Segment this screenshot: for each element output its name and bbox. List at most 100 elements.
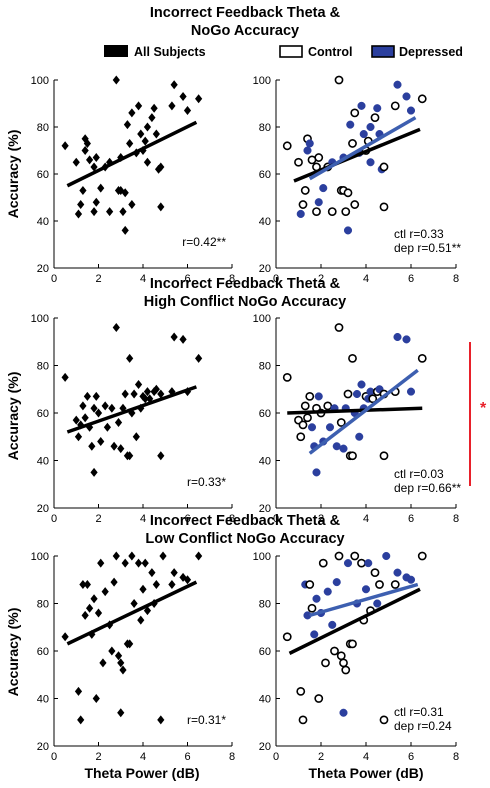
data-point-control: [390, 101, 400, 111]
data-point-control: [339, 658, 348, 668]
regression-line-depressed: [308, 116, 417, 181]
data-point-all: [134, 380, 143, 389]
x-axis-label-left: Theta Power (dB): [84, 765, 199, 781]
data-point-control: [305, 391, 315, 401]
data-point-all: [170, 568, 178, 578]
data-point-depressed: [305, 139, 314, 148]
x-tick-label: 0: [273, 751, 279, 763]
y-tick-label: 100: [253, 551, 271, 563]
x-tick-label: 8: [229, 751, 235, 763]
data-point-depressed: [406, 106, 416, 115]
title-row-2-line-1: Incorrect Feedback Theta &: [150, 276, 341, 292]
data-point-control: [375, 580, 384, 589]
x-tick-label: 4: [363, 751, 369, 763]
data-point-all: [101, 587, 109, 597]
data-point-all: [121, 225, 129, 235]
data-point-all: [112, 323, 120, 332]
data-point-all: [126, 639, 134, 649]
data-point-depressed: [332, 578, 341, 587]
y-tick-label: 80: [37, 122, 49, 134]
data-point-control: [296, 432, 306, 442]
regression-line-control: [287, 406, 423, 415]
data-point-all: [90, 594, 98, 604]
y-tick-label: 20: [37, 503, 49, 515]
data-point-depressed: [364, 559, 373, 568]
data-point-all: [195, 551, 203, 561]
data-point-control: [390, 580, 400, 589]
data-point-depressed: [382, 551, 391, 561]
stat-all: r=0.42**: [182, 235, 226, 249]
data-point-depressed: [357, 101, 366, 110]
data-point-control: [350, 108, 360, 118]
data-point-control: [341, 665, 351, 675]
data-point-depressed: [373, 104, 382, 113]
data-point-control: [336, 418, 346, 427]
data-point-all: [97, 558, 105, 568]
data-point-all: [148, 113, 156, 123]
data-point-control: [348, 639, 357, 649]
x-tick-label: 6: [184, 513, 190, 525]
x-tick-label: 6: [184, 273, 190, 285]
data-point-all: [77, 715, 85, 725]
data-point-control: [334, 75, 344, 85]
data-point-all: [99, 658, 107, 668]
data-point-all: [119, 665, 127, 675]
y-tick-label: 80: [259, 599, 271, 611]
data-point-all: [152, 580, 160, 589]
data-point-control: [357, 558, 366, 568]
data-point-all: [143, 387, 152, 397]
data-point-all: [74, 432, 83, 442]
data-point-depressed: [319, 184, 328, 193]
data-point-depressed: [393, 568, 402, 577]
x-tick-label: 2: [95, 751, 101, 763]
x-tick-label: 6: [184, 751, 190, 763]
data-point-all: [114, 418, 123, 427]
data-point-depressed: [355, 432, 364, 441]
data-point-all: [119, 207, 127, 217]
data-point-depressed: [402, 335, 411, 344]
data-point-depressed: [393, 332, 402, 342]
data-point-all: [159, 551, 167, 561]
stat-control: ctl r=0.33: [394, 227, 444, 241]
data-point-all: [108, 403, 116, 413]
data-point-control: [379, 202, 389, 212]
data-point-depressed: [346, 120, 355, 129]
data-point-all: [117, 658, 125, 668]
x-tick-label: 6: [408, 513, 414, 525]
y-tick-label: 60: [37, 169, 49, 181]
legend-swatch-depressed: [371, 45, 395, 58]
data-point-depressed: [303, 146, 312, 155]
data-point-all: [79, 580, 87, 589]
title-row-2-line-2: High Conflict NoGo Accuracy: [144, 294, 346, 310]
data-point-control: [298, 715, 308, 725]
x-tick-label: 0: [51, 273, 57, 285]
data-point-all: [137, 615, 145, 625]
data-point-control: [341, 207, 351, 216]
data-point-depressed: [314, 198, 323, 207]
panel-row-2-all: 20 40 60 80 100 0 2 4 6 8 r=0.33*: [31, 313, 235, 525]
data-point-all: [152, 129, 160, 139]
y-tick-label: 60: [37, 646, 49, 658]
regression-line-all: [66, 580, 198, 646]
x-tick-label: 6: [408, 273, 414, 285]
y-tick-label: 80: [37, 361, 49, 373]
data-point-all: [134, 101, 143, 111]
data-point-all: [110, 441, 118, 451]
data-point-depressed: [402, 92, 411, 101]
data-point-all: [83, 391, 91, 401]
x-tick-label: 4: [363, 273, 369, 285]
x-tick-label: 8: [229, 273, 235, 285]
y-tick-label: 80: [37, 599, 49, 611]
data-point-depressed: [296, 209, 305, 218]
data-point-all: [81, 413, 89, 423]
data-point-depressed: [357, 380, 366, 389]
data-point-control: [300, 186, 310, 195]
data-point-all: [101, 401, 109, 411]
data-point-all: [97, 183, 105, 193]
data-point-depressed: [373, 599, 382, 608]
data-point-all: [92, 153, 100, 163]
legend-label-depressed: Depressed: [399, 45, 463, 59]
data-point-control: [294, 157, 303, 167]
